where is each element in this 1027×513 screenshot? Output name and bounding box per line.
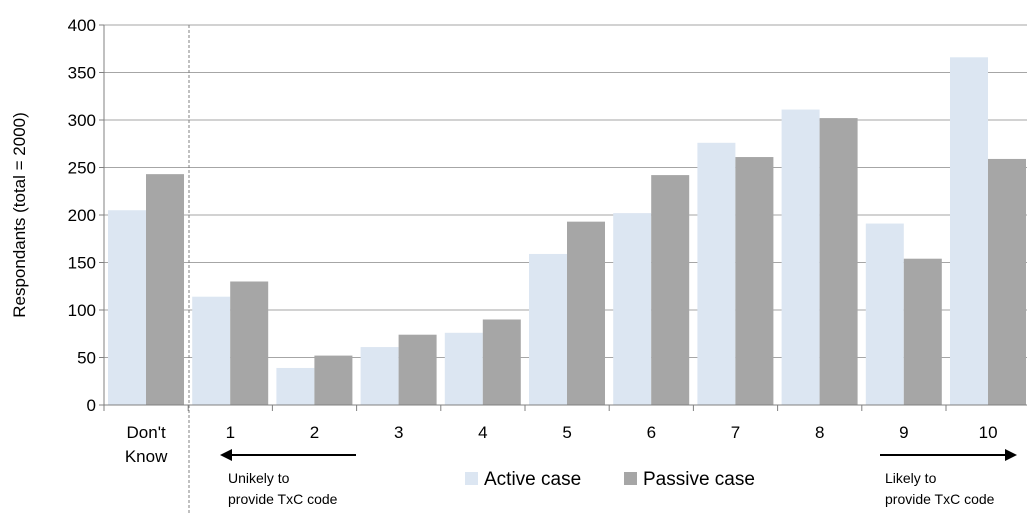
x-tick-label: 6 — [647, 423, 656, 442]
right-annotation-line1: Likely to — [885, 470, 937, 486]
x-tick-label: 7 — [731, 423, 740, 442]
y-tick-label: 350 — [68, 64, 96, 83]
legend-swatch — [624, 472, 637, 485]
x-tick-label: 3 — [394, 423, 403, 442]
bar-passive-case-5 — [567, 221, 605, 405]
legend-label: Passive case — [643, 469, 755, 490]
x-tick-label: Don't Know — [125, 423, 168, 466]
x-tick-label: 10 — [979, 423, 998, 442]
x-tick-label: 9 — [899, 423, 908, 442]
bar-passive-case-3 — [398, 334, 437, 405]
bar-passive-case-4 — [482, 319, 521, 405]
bar-active-case-dont-know — [108, 210, 146, 405]
y-tick-label: 250 — [68, 159, 96, 178]
bar-passive-case-7 — [735, 157, 774, 405]
y-tick-label: 200 — [68, 206, 96, 225]
x-tick-labels: Don't Know 1 2 3 4 5 6 7 8 9 10 — [103, 405, 998, 466]
right-arrow-head — [1005, 449, 1017, 461]
bar-passive-case-9 — [903, 258, 942, 405]
x-tick-label: 5 — [562, 423, 571, 442]
y-tick-label: 400 — [68, 16, 96, 35]
bars — [108, 57, 1026, 406]
left-arrow-head — [220, 449, 232, 461]
y-tick-label: 50 — [77, 349, 96, 368]
bar-passive-case-2 — [314, 355, 353, 405]
x-tick-label: 4 — [478, 423, 487, 442]
legend: Active case Passive case — [465, 469, 755, 490]
bar-active-case-2 — [276, 367, 315, 405]
y-tick-labels: 0 50 100 150 200 250 300 350 400 — [68, 16, 96, 415]
left-annotation-line1: Unikely to — [228, 470, 290, 486]
y-axis-label: Respondants (total = 2000) — [10, 112, 29, 318]
left-annotation: Unikely to provide TxC code — [220, 449, 356, 507]
x-tick-label: 1 — [226, 423, 235, 442]
legend-swatch — [465, 472, 478, 485]
bar-active-case-1 — [192, 296, 231, 405]
legend-label: Active case — [484, 469, 581, 490]
y-tick-label: 300 — [68, 111, 96, 130]
bar-passive-case-10 — [988, 158, 1026, 405]
bar-passive-case-dont-know — [146, 174, 184, 405]
x-tick-label: 8 — [815, 423, 824, 442]
bar-active-case-8 — [781, 109, 820, 406]
bar-active-case-9 — [865, 223, 904, 405]
bar-active-case-7 — [697, 142, 736, 406]
axes — [103, 25, 1027, 513]
bar-active-case-3 — [360, 347, 399, 405]
bar-passive-case-1 — [230, 281, 269, 405]
bar-passive-case-6 — [651, 175, 690, 405]
bar-active-case-10 — [950, 57, 988, 406]
bar-passive-case-8 — [819, 118, 858, 405]
y-tick-label: 150 — [68, 254, 96, 273]
bar-active-case-6 — [613, 213, 652, 405]
bar-active-case-4 — [444, 332, 483, 405]
right-annotation-line2: provide TxC code — [885, 491, 995, 507]
right-annotation: Likely to provide TxC code — [880, 449, 1017, 507]
y-tick-label: 100 — [68, 301, 96, 320]
y-tick-label: 0 — [87, 396, 96, 415]
bar-active-case-5 — [529, 253, 567, 405]
left-annotation-line2: provide TxC code — [228, 491, 338, 507]
x-tick-label: 2 — [310, 423, 319, 442]
